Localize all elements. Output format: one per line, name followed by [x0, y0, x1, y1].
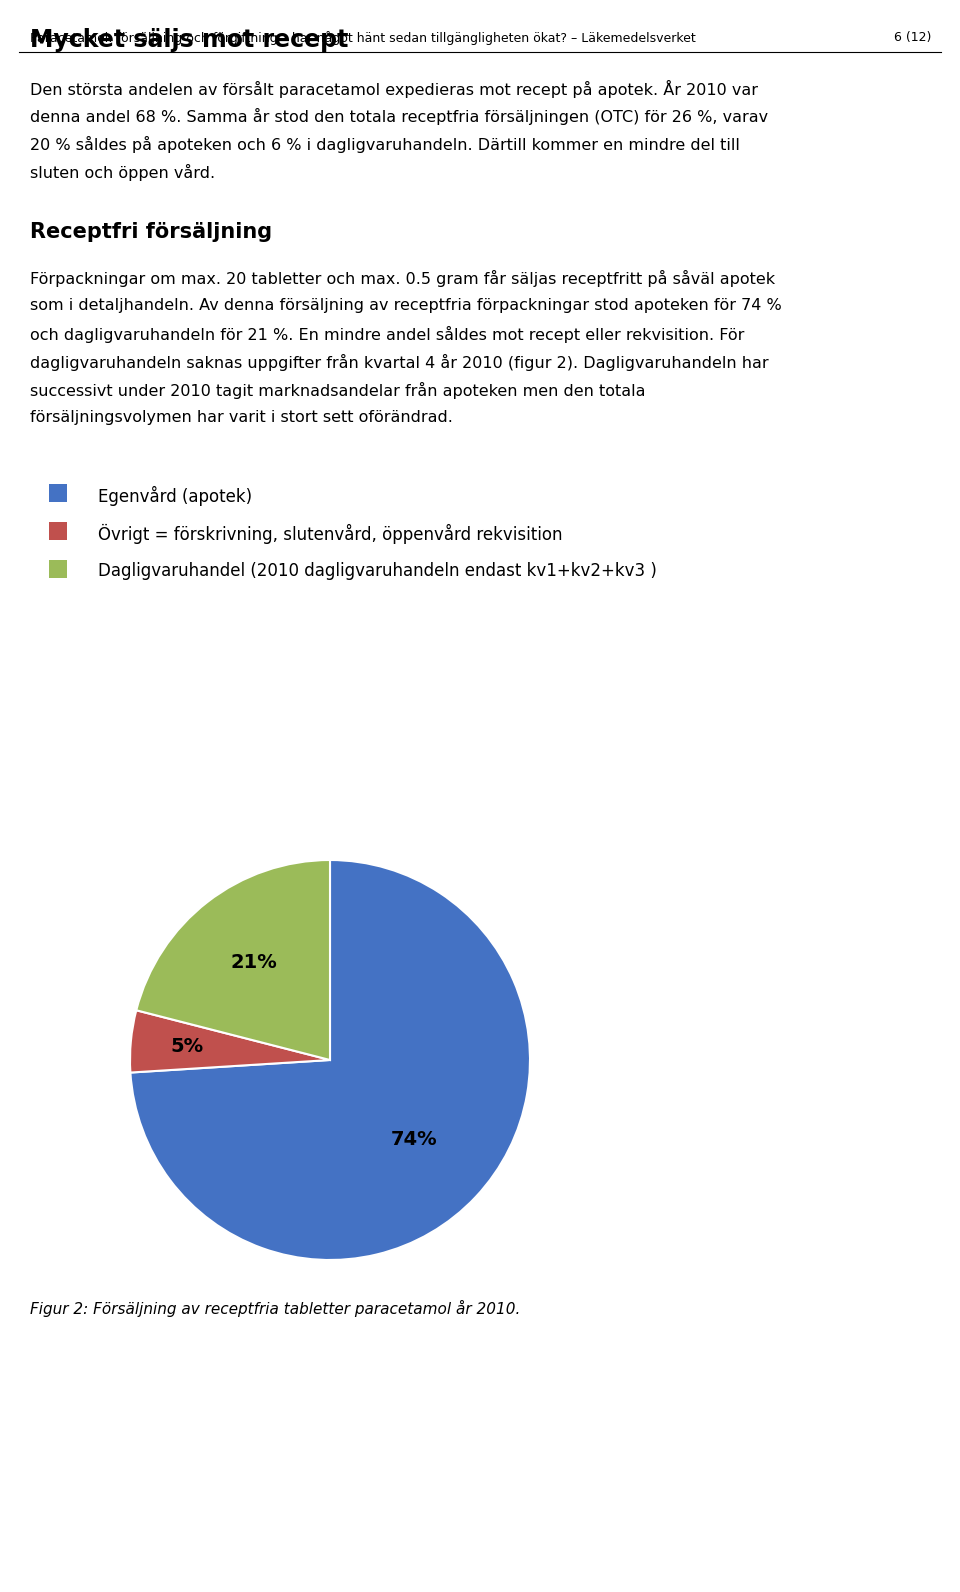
- Text: Receptfri försäljning: Receptfri försäljning: [30, 221, 272, 242]
- Text: som i detaljhandeln. Av denna försäljning av receptfria förpackningar stod apote: som i detaljhandeln. Av denna försäljnin…: [30, 298, 781, 314]
- Text: 74%: 74%: [392, 1130, 438, 1149]
- Text: Paracetamol: försäljning och förgiftning – har något hänt sedan tillgängligheten: Paracetamol: försäljning och förgiftning…: [30, 30, 696, 45]
- Bar: [49, 522, 67, 540]
- Text: Övrigt = förskrivning, slutenvård, öppenvård rekvisition: Övrigt = förskrivning, slutenvård, öppen…: [98, 524, 563, 544]
- Text: 21%: 21%: [230, 952, 277, 971]
- Text: sluten och öppen vård.: sluten och öppen vård.: [30, 164, 215, 181]
- Text: dagligvaruhandeln saknas uppgifter från kvartal 4 år 2010 (figur 2). Dagligvaruh: dagligvaruhandeln saknas uppgifter från …: [30, 353, 769, 371]
- Text: Figur 2: Försäljning av receptfria tabletter paracetamol år 2010.: Figur 2: Försäljning av receptfria table…: [30, 1301, 520, 1317]
- Text: försäljningsvolymen har varit i stort sett oförändrad.: försäljningsvolymen har varit i stort se…: [30, 411, 453, 425]
- Text: 20 % såldes på apoteken och 6 % i dagligvaruhandeln. Därtill kommer en mindre de: 20 % såldes på apoteken och 6 % i daglig…: [30, 135, 740, 153]
- Text: 5%: 5%: [170, 1036, 204, 1055]
- Text: 6 (12): 6 (12): [894, 32, 931, 45]
- Text: Egenvård (apotek): Egenvård (apotek): [98, 486, 252, 506]
- Text: Den största andelen av försålt paracetamol expedieras mot recept på apotek. År 2: Den största andelen av försålt paracetam…: [30, 80, 758, 99]
- Bar: [49, 484, 67, 501]
- Text: och dagligvaruhandeln för 21 %. En mindre andel såldes mot recept eller rekvisit: och dagligvaruhandeln för 21 %. En mindr…: [30, 326, 744, 342]
- Text: Dagligvaruhandel (2010 dagligvaruhandeln endast kv1+kv2+kv3 ): Dagligvaruhandel (2010 dagligvaruhandeln…: [98, 562, 657, 579]
- Text: Mycket säljs mot recept: Mycket säljs mot recept: [30, 29, 348, 53]
- Wedge shape: [131, 860, 530, 1259]
- Wedge shape: [130, 1011, 330, 1073]
- Text: Förpackningar om max. 20 tabletter och max. 0.5 gram får säljas receptfritt på s: Förpackningar om max. 20 tabletter och m…: [30, 271, 775, 287]
- Bar: [49, 560, 67, 578]
- Text: denna andel 68 %. Samma år stod den totala receptfria försäljningen (OTC) för 26: denna andel 68 %. Samma år stod den tota…: [30, 108, 768, 126]
- Wedge shape: [136, 860, 330, 1060]
- Text: successivt under 2010 tagit marknadsandelar från apoteken men den totala: successivt under 2010 tagit marknadsande…: [30, 382, 645, 400]
